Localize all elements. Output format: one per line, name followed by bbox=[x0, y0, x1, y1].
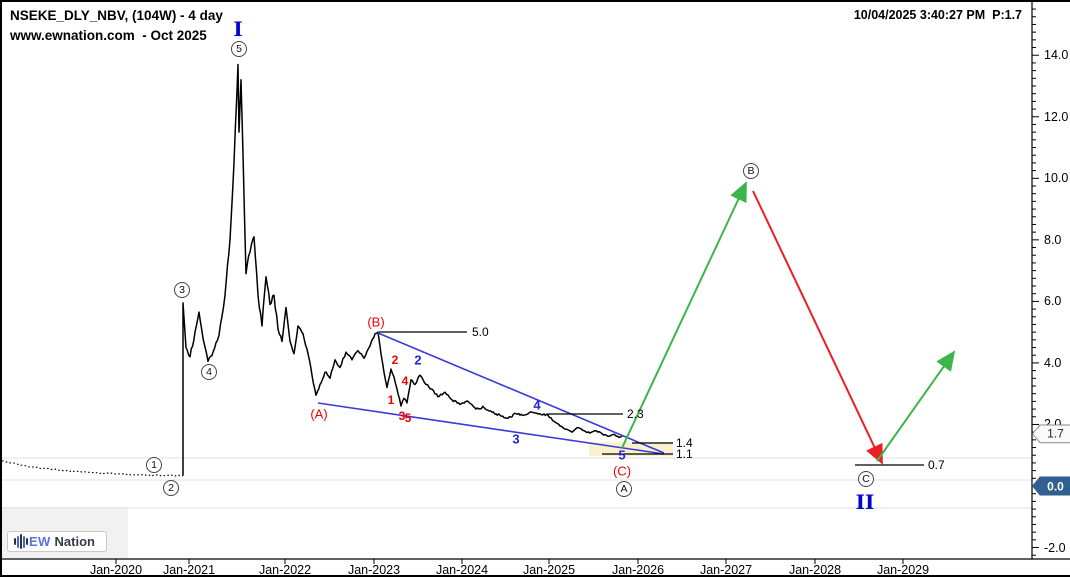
ewnation-logo: EW Nation bbox=[7, 531, 107, 552]
current-price-tag: 1.7 bbox=[1032, 424, 1070, 444]
logo-nation-text: Nation bbox=[54, 534, 95, 549]
zero-level-tag: 0.0 bbox=[1032, 476, 1070, 496]
trendline-upper[interactable] bbox=[377, 332, 665, 454]
price-tag-fill bbox=[1033, 425, 1070, 443]
price-series bbox=[182, 63, 623, 476]
logo-ew-text: EW bbox=[29, 534, 51, 549]
price-series-pre2021 bbox=[2, 460, 184, 477]
trendline-lower[interactable] bbox=[317, 402, 665, 455]
timestamp-price: 10/04/2025 3:40:27 PM P:1.7 bbox=[853, 8, 1022, 22]
zero-tag-value: 0.0 bbox=[1047, 479, 1064, 493]
waveform-icon bbox=[14, 534, 28, 549]
green-projection-arrow-2[interactable] bbox=[876, 350, 956, 462]
green-projection-arrow-0[interactable] bbox=[621, 181, 747, 449]
price-tag-value: 1.7 bbox=[1047, 426, 1064, 441]
site-watermark: www.ewnation.com - Oct 2025 bbox=[10, 28, 207, 43]
symbol-title: NSEKE_DLY_NBV, (104W) - 4 day bbox=[10, 8, 223, 23]
red-projection-arrow-1[interactable] bbox=[752, 190, 883, 465]
zero-tag-fill bbox=[1032, 476, 1070, 496]
